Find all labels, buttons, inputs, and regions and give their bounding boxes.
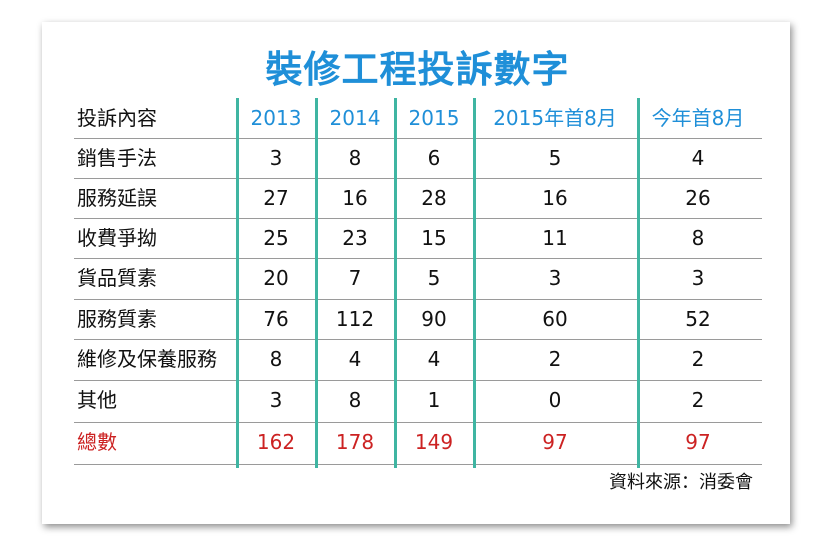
cell-0-2: 6 (427, 146, 441, 170)
cell-2-4: 8 (691, 226, 705, 250)
row-label-5: 維修及保養服務 (77, 347, 217, 371)
table-bottom-divider (74, 464, 762, 465)
header-col-3: 2015年首8月 (493, 106, 617, 130)
row-label-7: 總數 (77, 430, 117, 454)
cell-3-1: 7 (348, 266, 362, 290)
cell-6-3: 0 (548, 388, 562, 412)
row-label-2: 收費爭拗 (77, 226, 157, 250)
cell-1-1: 16 (342, 186, 368, 210)
header-col-0: 2013 (250, 106, 302, 130)
cell-1-0: 27 (263, 186, 289, 210)
row-label-4: 服務質素 (77, 307, 157, 331)
row-divider (74, 339, 762, 340)
cell-0-4: 4 (691, 146, 705, 170)
row-divider (74, 422, 762, 423)
cell-4-1: 112 (335, 307, 375, 331)
cell-3-3: 3 (548, 266, 562, 290)
column-divider-1 (315, 98, 318, 468)
cell-4-0: 76 (263, 307, 289, 331)
cell-7-2: 149 (414, 430, 454, 454)
cell-3-2: 5 (427, 266, 441, 290)
cell-4-3: 60 (542, 307, 568, 331)
row-divider (74, 380, 762, 381)
source-note: 資料來源：消委會 (609, 472, 753, 493)
cell-6-2: 1 (427, 388, 441, 412)
column-divider-2 (394, 98, 397, 468)
cell-5-2: 4 (427, 347, 441, 371)
cell-6-4: 2 (691, 388, 705, 412)
header-col-1: 2014 (329, 106, 381, 130)
row-divider (74, 258, 762, 259)
cell-2-1: 23 (342, 226, 368, 250)
cell-7-1: 178 (335, 430, 375, 454)
cell-0-3: 5 (548, 146, 562, 170)
row-label-3: 貨品質素 (77, 266, 157, 290)
cell-2-2: 15 (421, 226, 447, 250)
row-divider (74, 299, 762, 300)
cell-5-0: 8 (269, 347, 283, 371)
cell-7-4: 97 (685, 430, 711, 454)
cell-7-3: 97 (542, 430, 568, 454)
row-label-6: 其他 (77, 388, 117, 412)
cell-4-2: 90 (421, 307, 447, 331)
cell-6-1: 8 (348, 388, 362, 412)
cell-2-3: 11 (542, 226, 568, 250)
row-label-1: 服務延誤 (77, 186, 157, 210)
table-title: 裝修工程投訴數字 (265, 48, 570, 91)
cell-0-0: 3 (269, 146, 283, 170)
header-col-2: 2015 (408, 106, 460, 130)
row-divider (74, 178, 762, 179)
column-divider-0 (236, 98, 239, 468)
cell-1-4: 26 (685, 186, 711, 210)
cell-5-3: 2 (548, 347, 562, 371)
cell-5-4: 2 (691, 347, 705, 371)
column-divider-4 (637, 98, 640, 468)
header-category: 投訴內容 (77, 106, 157, 130)
row-divider (74, 218, 762, 219)
cell-2-0: 25 (263, 226, 289, 250)
cell-1-2: 28 (421, 186, 447, 210)
row-label-0: 銷售手法 (77, 146, 157, 170)
table-card (42, 22, 790, 524)
header-col-4: 今年首8月 (651, 106, 745, 130)
cell-0-1: 8 (348, 146, 362, 170)
cell-3-0: 20 (263, 266, 289, 290)
cell-6-0: 3 (269, 388, 283, 412)
cell-4-4: 52 (685, 307, 711, 331)
cell-3-4: 3 (691, 266, 705, 290)
cell-5-1: 4 (348, 347, 362, 371)
column-divider-3 (473, 98, 476, 468)
cell-7-0: 162 (256, 430, 296, 454)
cell-1-3: 16 (542, 186, 568, 210)
row-divider (74, 138, 762, 139)
